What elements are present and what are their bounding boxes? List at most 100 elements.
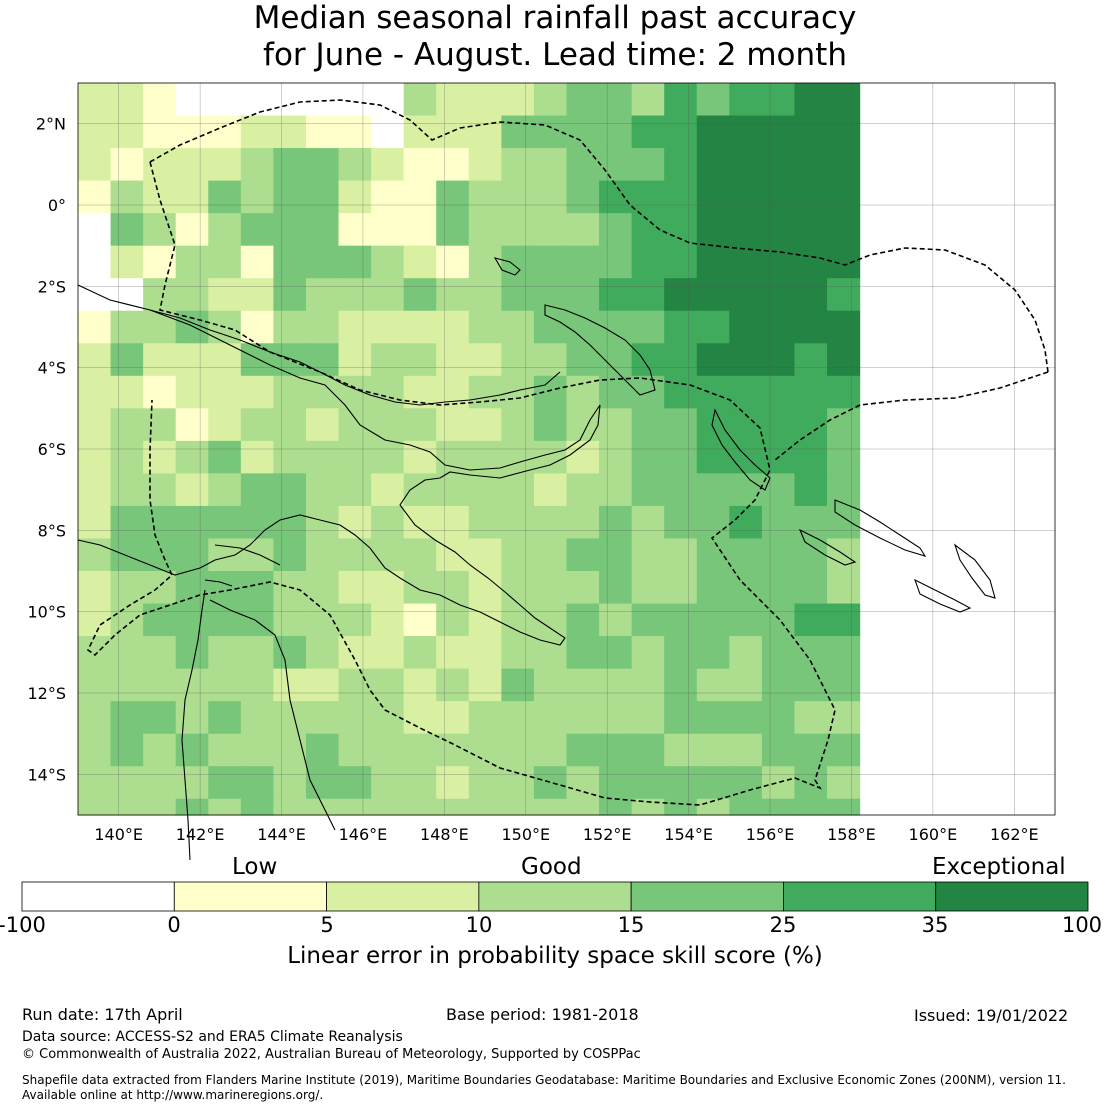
skill-cell [696, 213, 730, 247]
skill-cell [729, 310, 763, 344]
skill-cell [501, 636, 535, 670]
skill-cell [533, 668, 568, 702]
skill-cell [827, 148, 861, 182]
skill-cell [631, 343, 665, 377]
skill-cell [338, 766, 372, 800]
skill-cell [599, 180, 633, 214]
x-tick-label: 152°E [583, 825, 632, 844]
skill-cell [664, 571, 698, 605]
skill-cell [143, 375, 177, 409]
skill-cell [78, 636, 112, 670]
skill-cell [403, 505, 437, 540]
skill-cell [468, 375, 502, 409]
colorbar-tick: 15 [617, 913, 645, 937]
skill-cell [631, 180, 665, 214]
skill-cell [566, 505, 600, 540]
skill-cell [143, 408, 177, 442]
skill-cell [794, 375, 828, 409]
colorbar-tick: 25 [769, 913, 797, 937]
skill-cell [664, 115, 698, 149]
skill-cell [599, 538, 633, 572]
skill-cell [371, 440, 405, 474]
skill-cell [371, 83, 405, 117]
skill-cell [305, 343, 340, 377]
y-tick-label: 2°S [38, 277, 66, 296]
skill-cell [273, 733, 307, 767]
skill-cell [143, 668, 177, 702]
copyright: © Commonwealth of Australia 2022, Austra… [22, 1047, 641, 1062]
skill-cell [533, 408, 568, 442]
skill-cell [371, 603, 405, 637]
skill-cell [305, 278, 340, 312]
skill-cell [761, 180, 796, 214]
skill-cell [696, 701, 730, 735]
skill-cell [371, 733, 405, 767]
skill-cell [338, 701, 372, 735]
skill-cell [240, 733, 274, 767]
skill-cell [338, 83, 372, 117]
skill-cell [371, 505, 405, 540]
colorbar-label-low: Low [232, 854, 278, 880]
skill-cell [78, 148, 112, 182]
skill-cell [468, 636, 502, 670]
skill-cell [501, 148, 535, 182]
skill-cell [566, 766, 600, 800]
skill-cell [664, 180, 698, 214]
skill-cell [78, 83, 112, 117]
skill-cell [436, 571, 470, 605]
skill-cell [761, 733, 796, 767]
skill-cell [761, 766, 796, 800]
skill-cell [827, 766, 861, 800]
colorbar-tick: 0 [167, 913, 181, 937]
coastline-australia [181, 589, 336, 861]
skill-cell [240, 343, 274, 377]
shapefile-credit-2: Available online at http://www.marinereg… [22, 1088, 324, 1102]
skill-cell [436, 668, 470, 702]
skill-cell [371, 213, 405, 247]
skill-cell [436, 798, 470, 816]
skill-cell [208, 538, 242, 572]
skill-cell [631, 245, 665, 279]
skill-cell [761, 668, 796, 702]
skill-cell [78, 115, 112, 149]
skill-cell [794, 343, 828, 377]
skill-cell [761, 603, 796, 637]
eez-solomon [774, 371, 1049, 461]
skill-cell [827, 440, 861, 474]
skill-cell [794, 538, 828, 572]
skill-cell [827, 375, 861, 409]
skill-cell [794, 733, 828, 767]
skill-cell [501, 180, 535, 214]
skill-cell [501, 733, 535, 767]
skill-cell [468, 213, 502, 247]
skill-cell [143, 733, 177, 767]
map-frame [77, 82, 1056, 816]
skill-cell [468, 473, 502, 507]
skill-cell [468, 538, 502, 572]
skill-cell [794, 148, 828, 182]
skill-cell [501, 766, 535, 800]
skill-cell [436, 408, 470, 442]
skill-cell [436, 278, 470, 312]
skill-cell [631, 278, 665, 312]
skill-cell [566, 180, 600, 214]
skill-cell [599, 798, 633, 816]
skill-cell [827, 473, 861, 507]
coastline-solomon-1 [834, 499, 927, 557]
skill-cell [208, 148, 242, 182]
skill-cell [501, 375, 535, 409]
skill-cell [240, 505, 274, 540]
skill-cell [403, 343, 437, 377]
skill-cell [208, 571, 242, 605]
skill-cell [78, 310, 112, 344]
skill-cell [533, 701, 568, 735]
skill-cell [78, 505, 112, 540]
skill-cell [533, 505, 568, 540]
skill-cell [533, 310, 568, 344]
skill-cell [110, 245, 144, 279]
y-tick-label: 2°N [36, 115, 66, 134]
colorbar-tick: 100 [1061, 913, 1103, 937]
skill-cell [338, 603, 372, 637]
skill-cell [794, 83, 828, 117]
skill-cell [403, 473, 437, 507]
